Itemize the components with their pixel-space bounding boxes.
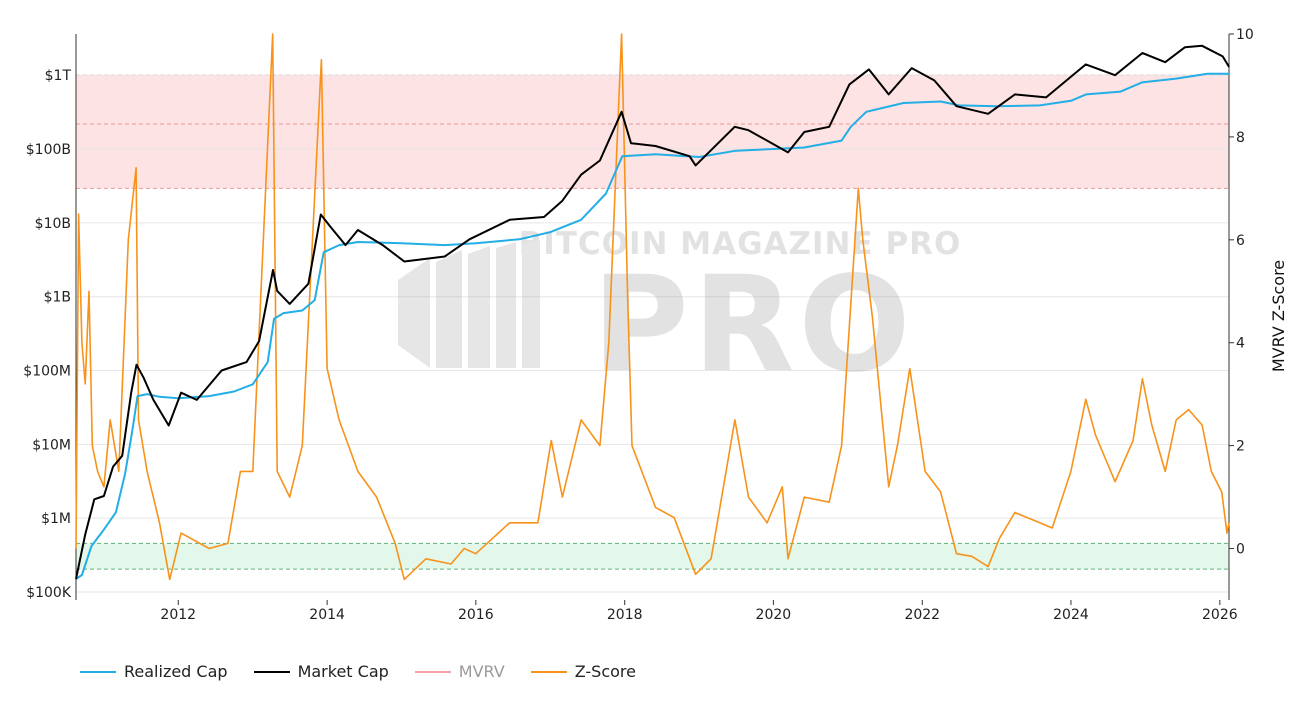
watermark-pro-text: PRO — [592, 248, 915, 402]
mvrv-swatch-icon — [414, 670, 451, 673]
x-tick-label: 2024 — [1053, 607, 1089, 623]
legend-item-mvrv[interactable]: MVRV — [414, 662, 505, 681]
z-score-swatch-icon — [530, 670, 567, 673]
x-tick-label: 2014 — [309, 607, 345, 623]
left-tick-label: $10M — [32, 437, 71, 453]
watermark-logo-icon — [398, 240, 540, 368]
z-score-line — [75, 33, 1230, 581]
realized-cap-swatch-icon — [80, 670, 116, 673]
series-lines — [75, 33, 1230, 581]
realized-cap-line — [75, 72, 1229, 580]
chart-legend: Realized Cap Market Cap MVRV Z-Score — [80, 662, 662, 681]
legend-label: Realized Cap — [124, 662, 228, 681]
left-tick-label: $100K — [26, 585, 72, 601]
legend-label: Z-Score — [574, 662, 636, 681]
watermark: BITCOIN MAGAZINE PRO PRO — [398, 226, 962, 402]
right-tick-label: 2 — [1236, 439, 1245, 455]
grid-lines — [76, 74, 1229, 593]
right-tick-label: 6 — [1236, 233, 1245, 249]
x-tick-label: 2018 — [607, 607, 643, 623]
market-cap-line — [75, 44, 1230, 580]
right-tick-label: 8 — [1236, 130, 1245, 146]
watermark-text: BITCOIN MAGAZINE PRO — [519, 226, 962, 262]
left-tick-label: $1B — [44, 290, 71, 306]
x-tick-label: 2020 — [756, 607, 792, 623]
left-tick-label: $1M — [41, 511, 71, 527]
x-tick-label: 2026 — [1202, 607, 1238, 623]
market-cap-swatch-icon — [253, 670, 290, 673]
right-tick-label: 10 — [1236, 27, 1254, 43]
right-axis-title: MVRV Z-Score — [1269, 260, 1288, 372]
low-zone-band — [76, 543, 1229, 570]
left-tick-label: $100M — [23, 364, 71, 380]
right-axis-ticks: 0 2 4 6 8 10 — [1229, 27, 1254, 558]
left-tick-label: $1T — [45, 68, 72, 84]
legend-item-z-score[interactable]: Z-Score — [530, 662, 636, 681]
legend-label: MVRV — [458, 662, 505, 681]
right-tick-label: 0 — [1236, 542, 1245, 558]
x-tick-label: 2016 — [458, 607, 494, 623]
x-tick-label: 2012 — [160, 607, 196, 623]
legend-item-realized-cap[interactable]: Realized Cap — [80, 662, 228, 681]
left-tick-label: $10B — [35, 216, 71, 232]
left-axis-ticks: $100K $1M $10M $100M $1B $10B $100B $1T — [23, 68, 72, 601]
x-axis-ticks: 2012 2014 2016 2018 2020 2022 2024 2026 — [160, 600, 1238, 623]
legend-item-market-cap[interactable]: Market Cap — [253, 662, 389, 681]
right-tick-label: 4 — [1236, 336, 1245, 352]
x-tick-label: 2022 — [904, 607, 940, 623]
high-zone-band — [76, 75, 1229, 189]
left-tick-label: $100B — [26, 142, 71, 158]
legend-label: Market Cap — [297, 662, 389, 681]
